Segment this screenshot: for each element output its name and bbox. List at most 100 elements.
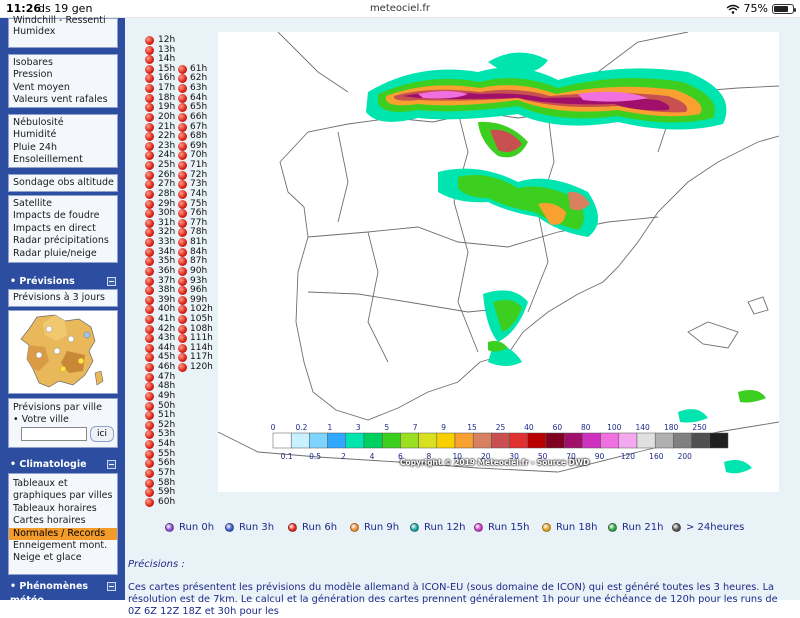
menu-item-sondage[interactable]: Sondage obs altitude [13, 177, 114, 188]
menu-item-rafales[interactable]: Valeurs vent rafales [13, 94, 108, 106]
menu-item-satellite[interactable]: Satellite [13, 198, 52, 209]
hour-marker-icon[interactable] [145, 199, 154, 209]
hour-link[interactable]: 17h [158, 83, 176, 94]
hour-marker-icon[interactable] [178, 238, 187, 248]
minimize-icon[interactable] [107, 582, 116, 591]
hour-marker-icon[interactable] [178, 314, 187, 324]
menu-item-previsions-3j[interactable]: Prévisions à 3 jours [13, 292, 105, 303]
hour-marker-icon[interactable] [145, 132, 154, 142]
hour-link[interactable]: 78h [190, 227, 208, 238]
hour-link[interactable]: 90h [190, 265, 208, 276]
hour-marker-icon[interactable] [145, 478, 154, 488]
hour-link[interactable]: 114h [190, 342, 213, 353]
hour-link[interactable]: 16h [158, 73, 176, 84]
hour-marker-icon[interactable] [145, 218, 154, 228]
hour-marker-icon[interactable] [145, 209, 154, 219]
hour-marker-icon[interactable] [178, 93, 187, 103]
hour-marker-icon[interactable] [145, 103, 154, 113]
hour-marker-icon[interactable] [145, 161, 154, 171]
menu-item-nebulosite[interactable]: Nébulosité [13, 117, 64, 128]
hour-marker-icon[interactable] [145, 112, 154, 122]
hour-link[interactable]: 81h [190, 237, 208, 248]
address-bar-url[interactable]: meteociel.fr [369, 3, 431, 14]
hour-link[interactable]: 54h [158, 439, 176, 450]
menu-item-pluie-24h[interactable]: Pluie 24h [13, 141, 58, 153]
hour-link[interactable]: 67h [190, 121, 208, 132]
hour-marker-icon[interactable] [178, 141, 187, 151]
hour-link[interactable]: 68h [190, 131, 208, 142]
run-option[interactable]: Run 3h [225, 522, 274, 533]
hour-link[interactable]: 26h [158, 169, 176, 180]
hour-link[interactable]: 53h [158, 429, 176, 440]
hour-marker-icon[interactable] [145, 382, 154, 392]
hour-link[interactable]: 42h [158, 323, 176, 334]
hour-link[interactable]: 93h [190, 275, 208, 286]
hour-link[interactable]: 23h [158, 140, 176, 151]
hour-link[interactable]: 74h [190, 188, 208, 199]
hour-marker-icon[interactable] [178, 112, 187, 122]
hour-marker-icon[interactable] [178, 161, 187, 171]
hour-link[interactable]: 39h [158, 294, 176, 305]
hour-link[interactable]: 60h [158, 496, 176, 507]
hour-marker-icon[interactable] [145, 122, 154, 132]
menu-item-windchill[interactable]: Windchill - Ressenti [13, 15, 106, 26]
hour-link[interactable]: 44h [158, 342, 176, 353]
hour-link[interactable]: 43h [158, 333, 176, 344]
hour-marker-icon[interactable] [145, 468, 154, 478]
hour-marker-icon[interactable] [145, 247, 154, 257]
hour-link[interactable]: 40h [158, 304, 176, 315]
menu-item-vent-moyen[interactable]: Vent moyen [13, 81, 70, 93]
hour-marker-icon[interactable] [178, 334, 187, 344]
menu-item-neige-glace[interactable]: Neige et glace [13, 552, 82, 564]
menu-item-cartes-horaires[interactable]: Cartes horaires [13, 515, 86, 527]
hour-marker-icon[interactable] [178, 218, 187, 228]
hour-marker-icon[interactable] [178, 228, 187, 238]
hour-link[interactable]: 76h [190, 208, 208, 219]
minimize-icon[interactable] [107, 460, 116, 469]
hour-marker-icon[interactable] [178, 209, 187, 219]
hour-marker-icon[interactable] [178, 353, 187, 363]
hour-marker-icon[interactable] [145, 363, 154, 373]
hour-marker-icon[interactable] [178, 257, 187, 267]
menu-item-normales-records[interactable]: Normales / Records [9, 527, 117, 541]
hour-link[interactable]: 66h [190, 111, 208, 122]
menu-item-impacts-foudre[interactable]: Impacts de foudre [13, 210, 100, 222]
hour-marker-icon[interactable] [145, 276, 154, 286]
hour-link[interactable]: 45h [158, 352, 176, 363]
hour-marker-icon[interactable] [178, 64, 187, 74]
hour-marker-icon[interactable] [178, 189, 187, 199]
hour-marker-icon[interactable] [178, 266, 187, 276]
hour-marker-icon[interactable] [145, 497, 154, 507]
hour-link[interactable]: 15h [158, 63, 176, 74]
hour-marker-icon[interactable] [145, 93, 154, 103]
hour-link[interactable]: 69h [190, 140, 208, 151]
hour-marker-icon[interactable] [145, 314, 154, 324]
menu-item-prev-ville[interactable]: Prévisions par ville [13, 402, 102, 413]
hour-link[interactable]: 61h [190, 63, 208, 74]
hour-link[interactable]: 21h [158, 121, 176, 132]
run-option[interactable]: Run 6h [288, 522, 337, 533]
hour-link[interactable]: 70h [190, 150, 208, 161]
hour-link[interactable]: 32h [158, 227, 176, 238]
hour-marker-icon[interactable] [145, 266, 154, 276]
hour-marker-icon[interactable] [145, 180, 154, 190]
hour-link[interactable]: 48h [158, 381, 176, 392]
hour-marker-icon[interactable] [178, 170, 187, 180]
hour-marker-icon[interactable] [178, 151, 187, 161]
hour-link[interactable]: 77h [190, 217, 208, 228]
hour-marker-icon[interactable] [145, 295, 154, 305]
hour-link[interactable]: 41h [158, 313, 176, 324]
hour-marker-icon[interactable] [145, 430, 154, 440]
menu-item-isobares[interactable]: Isobares [13, 57, 53, 68]
run-option[interactable]: Run 15h [474, 522, 529, 533]
hour-marker-icon[interactable] [178, 295, 187, 305]
hour-link[interactable]: 50h [158, 400, 176, 411]
hour-marker-icon[interactable] [178, 103, 187, 113]
hour-link[interactable]: 20h [158, 111, 176, 122]
menu-item-enneigement[interactable]: Enneigement mont. [13, 540, 108, 552]
hour-link[interactable]: 22h [158, 131, 176, 142]
hour-link[interactable]: 111h [190, 333, 213, 344]
hour-marker-icon[interactable] [178, 84, 187, 94]
hour-marker-icon[interactable] [178, 180, 187, 190]
hour-marker-icon[interactable] [145, 324, 154, 334]
